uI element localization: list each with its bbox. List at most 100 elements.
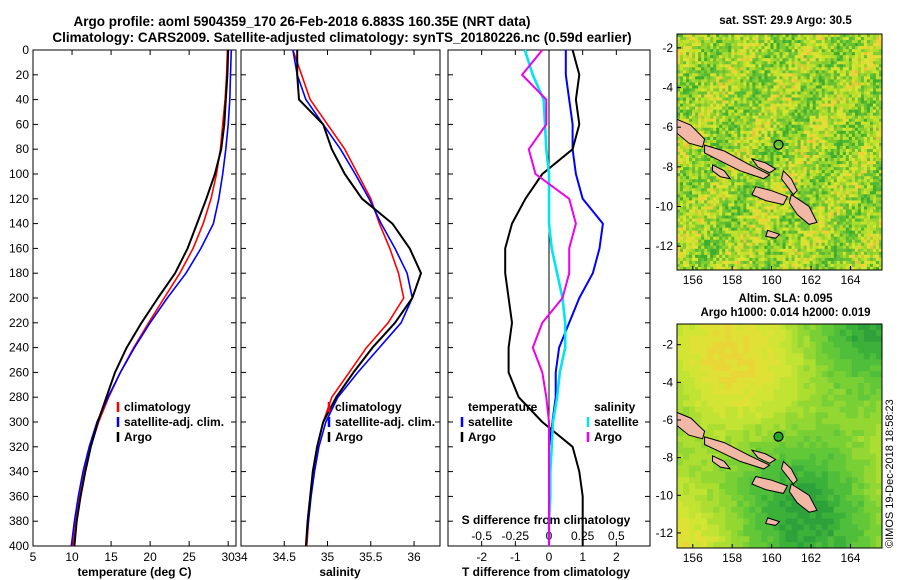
map-cell (764, 64, 768, 68)
map-cell (770, 76, 774, 80)
map-cell (686, 200, 690, 204)
map-cell (806, 40, 811, 44)
map-cell (710, 179, 714, 183)
map-cell (818, 112, 823, 117)
map-cell (707, 233, 711, 238)
map-cell (812, 76, 817, 80)
map-cell (863, 79, 868, 83)
map-cell (800, 118, 805, 123)
map-cell (830, 40, 835, 44)
map-cell (719, 91, 723, 96)
map-cell (782, 118, 787, 123)
map-cell (839, 176, 844, 180)
map-cell (818, 182, 823, 186)
map-cell (752, 209, 756, 214)
map-cell (851, 67, 856, 71)
map-cell (677, 148, 681, 153)
map-cell (779, 179, 784, 183)
map-cell (824, 148, 829, 153)
map-cell (836, 215, 841, 220)
map-cell (782, 88, 787, 92)
map-cell (677, 37, 681, 41)
map-cell (770, 155, 774, 159)
map-cell (788, 227, 793, 232)
map-cell (734, 139, 738, 144)
map-cell (821, 167, 826, 171)
map-cell (761, 61, 765, 65)
map-cell (749, 179, 753, 183)
map-cell (722, 121, 726, 126)
map-cell (815, 176, 820, 180)
map-cell (842, 224, 847, 229)
map-cell (704, 209, 708, 214)
map-cell (785, 164, 790, 168)
map-cell (833, 239, 838, 244)
map-cell (878, 233, 883, 238)
map-cell (809, 224, 814, 229)
map-cell (860, 155, 865, 159)
map-cell (878, 227, 883, 232)
map-cell (710, 221, 714, 226)
map-cell (782, 100, 787, 105)
map-cell (827, 239, 832, 244)
map-cell (704, 176, 708, 180)
map-cell (848, 130, 853, 135)
map-cell (863, 230, 868, 235)
map-cell (737, 64, 741, 68)
map-cell (749, 139, 753, 144)
map-cell (695, 215, 699, 220)
map-cell (731, 200, 735, 204)
map-cell (767, 212, 771, 217)
map-cell (803, 85, 808, 89)
map-cell (866, 133, 871, 138)
map-cell (794, 115, 799, 120)
map-cell (794, 106, 799, 111)
map-cell (833, 88, 838, 92)
map-cell (800, 52, 805, 56)
map-cell (677, 112, 681, 117)
map-cell (869, 200, 874, 204)
map-cell (734, 67, 738, 71)
map-cell (701, 49, 705, 53)
map-cell (758, 34, 762, 38)
map-cell (728, 70, 732, 74)
map-cell (716, 212, 720, 217)
map-cell (830, 167, 835, 171)
map-cell (833, 127, 838, 132)
map-cell (863, 85, 868, 89)
map-cell (710, 61, 714, 65)
map-cell (695, 233, 699, 238)
map-cell (869, 182, 874, 186)
map-cell (830, 158, 835, 162)
map-cell (869, 230, 874, 235)
map-cell (791, 46, 796, 50)
map-cell (713, 227, 717, 232)
map-cell (800, 109, 805, 114)
map-cell (749, 203, 753, 207)
map-cell (866, 94, 871, 99)
map-cell (854, 37, 859, 41)
map-cell (677, 103, 681, 108)
map-cell (875, 130, 880, 135)
map-cell (683, 91, 687, 96)
map-cell (767, 242, 771, 247)
map-cell (791, 127, 796, 132)
map-cell (827, 221, 832, 226)
map-cell (848, 34, 853, 38)
map-cell (698, 215, 702, 220)
map-cell (815, 85, 820, 89)
legend-label: climatology (335, 400, 402, 414)
map-cell (728, 100, 732, 105)
map-cell (818, 37, 823, 41)
map-cell (692, 227, 696, 232)
map-cell (740, 136, 744, 141)
map-cell (785, 170, 790, 174)
map-cell (686, 155, 690, 159)
map-cell (677, 227, 681, 232)
map-cell (866, 164, 871, 168)
map-cell (767, 215, 771, 220)
map-cell (683, 55, 687, 59)
map-cell (677, 139, 681, 144)
map-cell (803, 94, 808, 99)
map-cell (809, 206, 814, 210)
